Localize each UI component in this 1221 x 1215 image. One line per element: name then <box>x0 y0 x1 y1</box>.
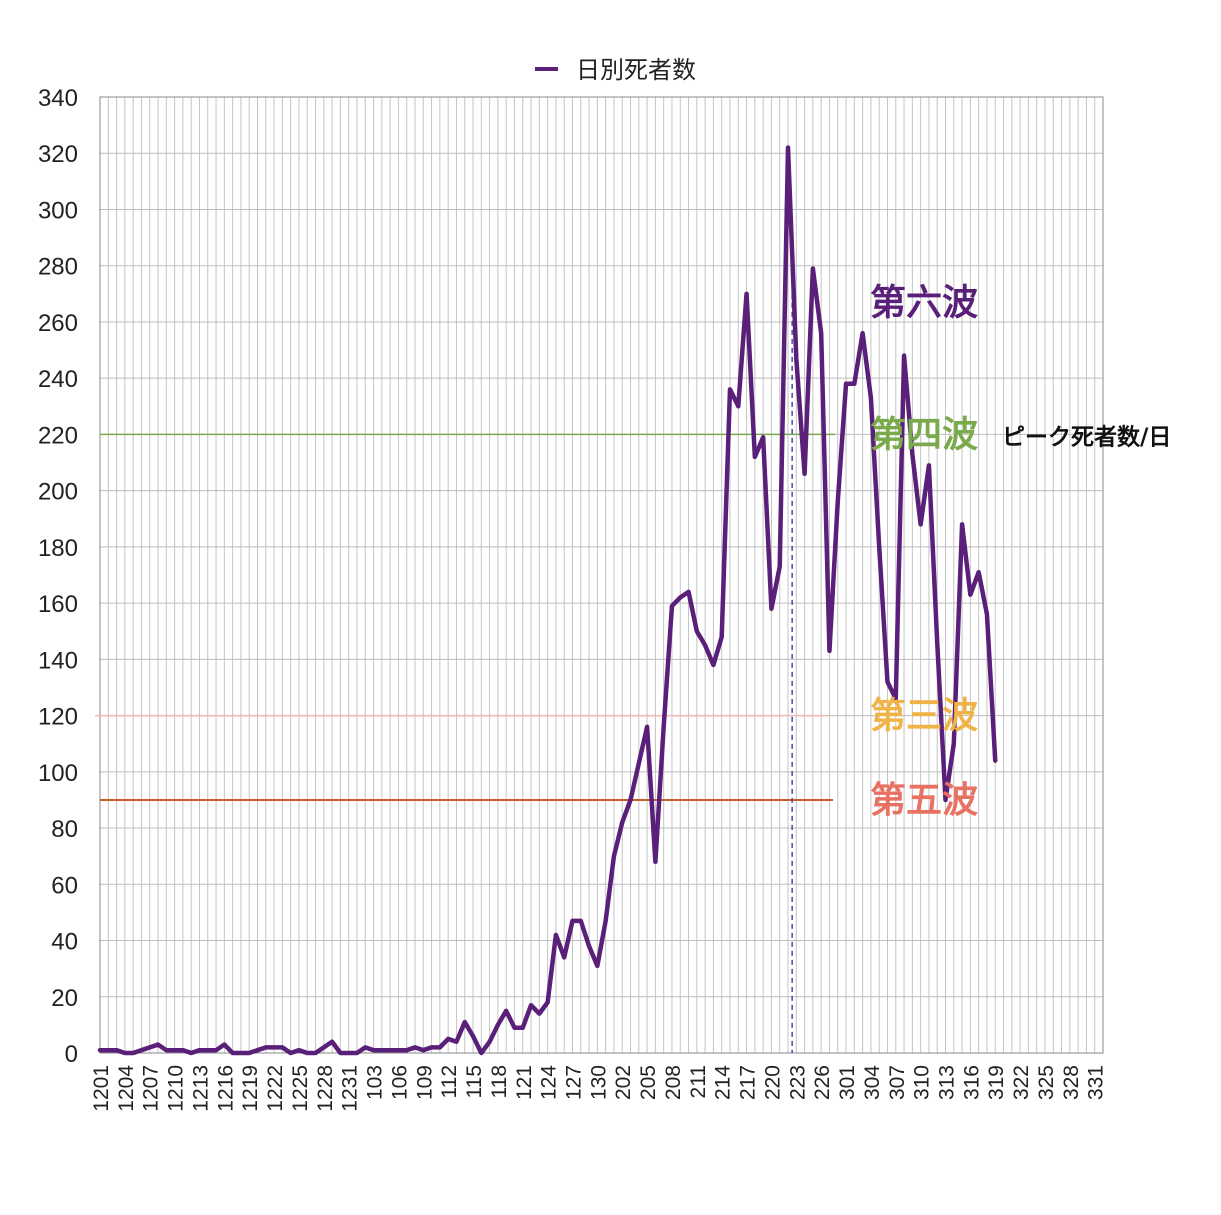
x-tick-label: 313 <box>936 1065 959 1100</box>
y-tick-label: 100 <box>38 760 78 787</box>
x-tick-label: 226 <box>811 1065 834 1100</box>
x-tick-label: 1225 <box>289 1065 312 1112</box>
x-tick-label: 124 <box>538 1065 561 1100</box>
x-tick-label: 106 <box>388 1065 411 1100</box>
y-tick-label: 180 <box>38 535 78 562</box>
x-tick-label: 325 <box>1035 1065 1058 1100</box>
x-tick-label: 112 <box>438 1065 461 1098</box>
y-tick-label: 0 <box>65 1041 78 1068</box>
y-tick-label: 80 <box>51 816 78 843</box>
x-tick-label: 1213 <box>189 1065 212 1112</box>
x-tick-label: 307 <box>886 1065 909 1100</box>
x-tick-label: 130 <box>587 1065 610 1100</box>
x-tick-label: 1228 <box>314 1065 337 1112</box>
peak-deaths-note: ピーク死者数/日 <box>1002 424 1171 450</box>
y-axis-tick-labels: 0 20 40 60 80 100 120 140 160 180 200 220 240 260 280 3… <box>38 85 78 1068</box>
x-tick-label: 205 <box>637 1065 660 1100</box>
y-tick-label: 260 <box>38 310 78 337</box>
x-tick-label: 322 <box>1010 1065 1033 1100</box>
y-tick-label: 320 <box>38 141 78 168</box>
y-tick-label: 280 <box>38 254 78 281</box>
x-tick-label: 1201 <box>90 1065 113 1112</box>
y-tick-label: 160 <box>38 591 78 618</box>
x-tick-label: 331 <box>1085 1065 1108 1100</box>
x-tick-label: 1204 <box>115 1065 138 1112</box>
y-tick-label: 20 <box>51 985 78 1012</box>
x-tick-label: 214 <box>712 1065 735 1100</box>
x-tick-label: 115 <box>463 1065 486 1098</box>
x-tick-label: 211 <box>687 1065 710 1098</box>
reference-lines <box>95 293 835 1053</box>
x-tick-label: 109 <box>413 1065 436 1100</box>
y-tick-label: 140 <box>38 647 78 674</box>
legend: 日別死者数 <box>535 56 696 84</box>
x-tick-label: 1216 <box>214 1065 237 1112</box>
x-tick-label: 202 <box>612 1065 635 1100</box>
x-tick-label: 1222 <box>264 1065 287 1112</box>
wave-label: 第四波 <box>870 414 978 455</box>
x-tick-label: 103 <box>364 1065 387 1100</box>
y-tick-label: 40 <box>51 929 78 956</box>
y-tick-label: 200 <box>38 479 78 506</box>
x-tick-label: 118 <box>488 1065 511 1098</box>
wave-label: 第五波 <box>870 780 978 821</box>
x-tick-label: 220 <box>761 1065 784 1100</box>
series-line <box>97 145 998 1056</box>
x-tick-label: 310 <box>911 1065 934 1100</box>
horizontal-gridlines <box>100 96 1103 1054</box>
y-tick-label: 340 <box>38 85 78 112</box>
series-daily-deaths <box>97 145 998 1056</box>
x-tick-label: 301 <box>836 1065 859 1100</box>
x-tick-label: 316 <box>960 1065 983 1100</box>
x-tick-label: 208 <box>662 1065 685 1100</box>
wave-label: 第六波 <box>870 282 978 323</box>
x-tick-label: 127 <box>562 1065 585 1100</box>
minor-vertical-gridlines <box>107 97 1096 1053</box>
y-tick-label: 240 <box>38 366 78 393</box>
x-tick-label: 304 <box>861 1065 884 1100</box>
y-tick-label: 300 <box>38 197 78 224</box>
x-axis-tick-labels: 1201 1204 1207 1210 1213 1216 1219 1222 1225 1228… <box>90 1065 1108 1112</box>
x-tick-label: 121 <box>513 1065 536 1100</box>
x-tick-label: 328 <box>1060 1065 1083 1100</box>
x-tick-label: 1231 <box>339 1065 362 1112</box>
legend-label: 日別死者数 <box>576 56 696 84</box>
x-tick-label: 1207 <box>140 1065 163 1112</box>
y-tick-label: 220 <box>38 422 78 449</box>
wave-label: 第三波 <box>870 696 978 737</box>
x-tick-label: 217 <box>737 1065 760 1100</box>
plot-area-border <box>99 96 1104 1054</box>
x-tick-label: 1219 <box>239 1065 262 1112</box>
y-tick-label: 60 <box>51 872 78 899</box>
x-tick-label: 223 <box>786 1065 809 1100</box>
x-tick-label: 319 <box>985 1065 1008 1100</box>
y-tick-label: 120 <box>38 704 78 731</box>
x-tick-label: 1210 <box>165 1065 188 1112</box>
